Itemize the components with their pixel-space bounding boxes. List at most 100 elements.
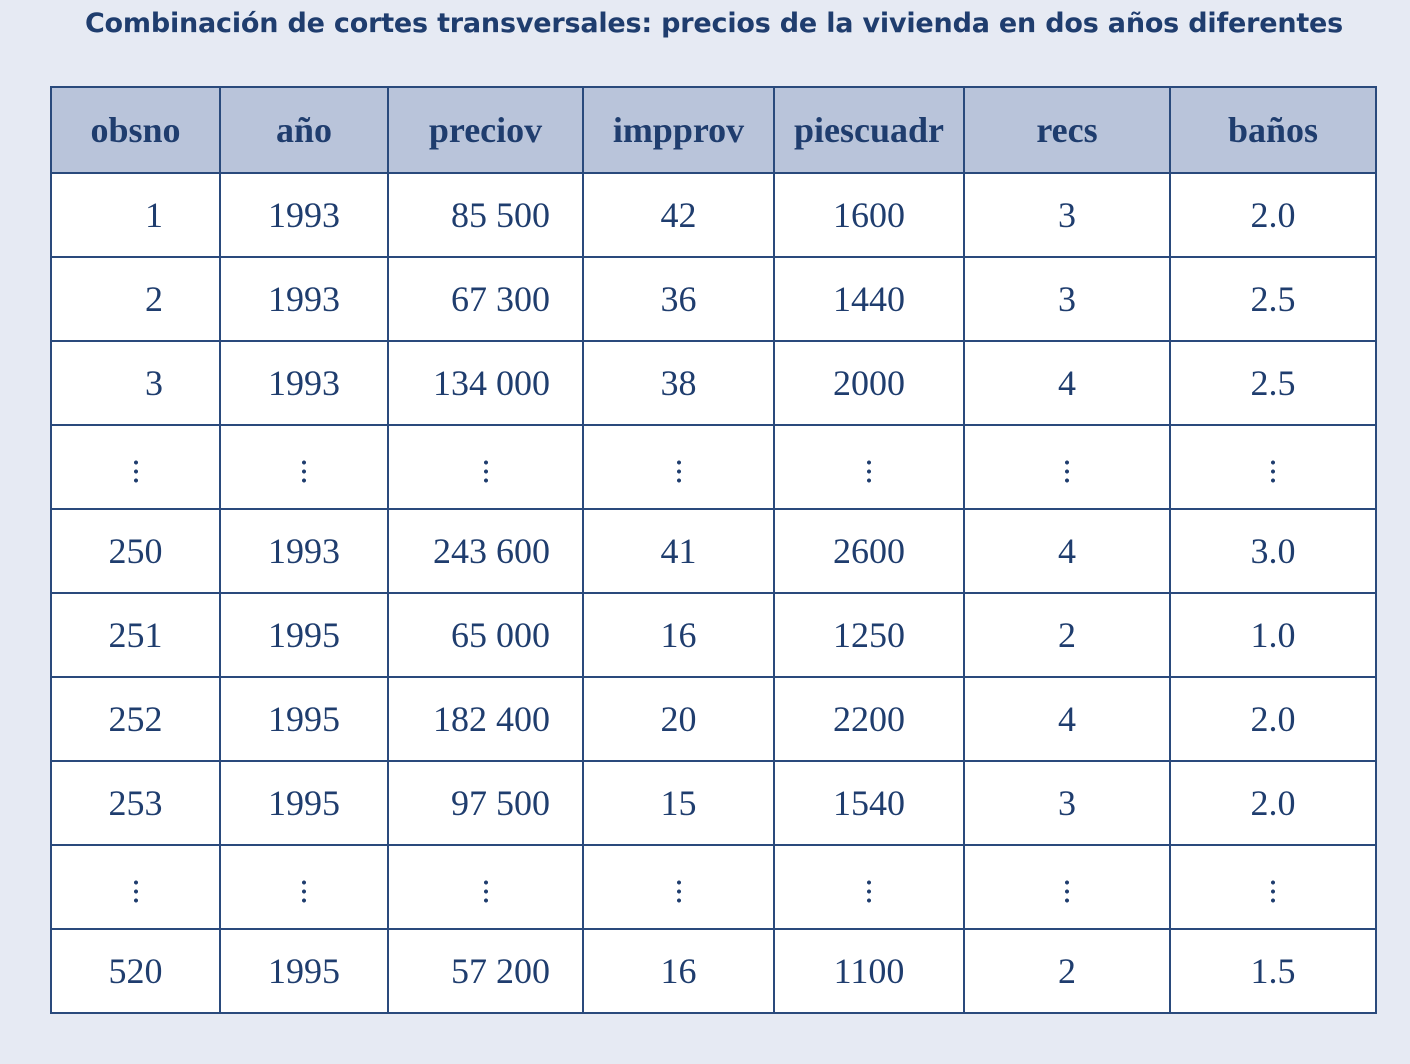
cell-impprov: 15 [582, 760, 775, 846]
table-row: 3 1993 134 000 38 2000 4 2.5 [50, 340, 1377, 426]
column-header-obsno: obsno [50, 86, 221, 174]
table-row: 253 1995 97 500 15 1540 3 2.0 [50, 760, 1377, 846]
cell-impprov: 42 [582, 172, 775, 258]
cell-preciov: 243 600 [387, 508, 584, 594]
cell-ano: 1995 [219, 760, 389, 846]
table-row: 1 1993 85 500 42 1600 3 2.0 [50, 172, 1377, 258]
cell-preciov: 97 500 [387, 760, 584, 846]
cell-ano: 1993 [219, 256, 389, 342]
column-header-banos: baños [1169, 86, 1377, 174]
vertical-ellipsis-icon [867, 877, 871, 904]
table-row: 520 1995 57 200 16 1100 2 1.5 [50, 928, 1377, 1014]
table-row: 250 1993 243 600 41 2600 4 3.0 [50, 508, 1377, 594]
vertical-ellipsis-icon [483, 457, 488, 484]
cell-obsno [50, 844, 221, 930]
cell-impprov: 38 [582, 340, 775, 426]
vertical-ellipsis-icon [676, 877, 681, 904]
cell-impprov: 20 [582, 676, 775, 762]
cell-impprov: 41 [582, 508, 775, 594]
cell-banos: 1.5 [1169, 928, 1377, 1014]
cell-banos [1169, 844, 1377, 930]
cell-piescuadr: 1600 [773, 172, 965, 258]
vertical-ellipsis-icon [676, 457, 681, 484]
cell-banos: 3.0 [1169, 508, 1377, 594]
page-title: Combinación de cortes transversales: pre… [84, 8, 1344, 39]
cell-piescuadr [773, 844, 965, 930]
column-header-piescuadr: piescuadr [773, 86, 965, 174]
cell-preciov [387, 424, 584, 510]
cell-banos: 2.0 [1169, 172, 1377, 258]
cell-obsno: 1 [50, 172, 221, 258]
cell-ano: 1993 [219, 340, 389, 426]
cell-recs: 4 [963, 676, 1171, 762]
cell-impprov: 16 [582, 592, 775, 678]
cell-obsno: 251 [50, 592, 221, 678]
table-row [50, 424, 1377, 510]
cell-piescuadr: 2200 [773, 676, 965, 762]
data-table: obsno año preciov impprov piescuadr recs… [50, 86, 1377, 1014]
table-row: 251 1995 65 000 16 1250 2 1.0 [50, 592, 1377, 678]
cell-preciov: 182 400 [387, 676, 584, 762]
column-header-preciov: preciov [387, 86, 584, 174]
cell-recs: 3 [963, 760, 1171, 846]
cell-banos: 2.0 [1169, 676, 1377, 762]
vertical-ellipsis-icon [1065, 457, 1069, 484]
cell-recs: 4 [963, 340, 1171, 426]
cell-ano: 1995 [219, 592, 389, 678]
vertical-ellipsis-icon [867, 457, 871, 484]
column-header-preciov-label: preciov [428, 110, 543, 150]
cell-preciov: 134 000 [387, 340, 584, 426]
cell-preciov: 57 200 [387, 928, 584, 1014]
vertical-ellipsis-icon [1065, 877, 1069, 904]
cell-preciov: 65 000 [387, 592, 584, 678]
cell-obsno: 2 [50, 256, 221, 342]
cell-banos: 2.0 [1169, 760, 1377, 846]
cell-ano [219, 844, 389, 930]
cell-recs: 3 [963, 172, 1171, 258]
cell-obsno: 3 [50, 340, 221, 426]
cell-ano [219, 424, 389, 510]
vertical-ellipsis-icon [133, 457, 138, 484]
table-row [50, 844, 1377, 930]
table-row: 252 1995 182 400 20 2200 4 2.0 [50, 676, 1377, 762]
vertical-ellipsis-icon [302, 877, 306, 904]
column-header-ano: año [219, 86, 389, 174]
vertical-ellipsis-icon [1271, 457, 1275, 484]
vertical-ellipsis-icon [133, 877, 138, 904]
cell-impprov [582, 844, 775, 930]
cell-obsno: 250 [50, 508, 221, 594]
column-header-impprov: impprov [582, 86, 775, 174]
cell-preciov: 85 500 [387, 172, 584, 258]
cell-banos: 1.0 [1169, 592, 1377, 678]
cell-piescuadr: 1100 [773, 928, 965, 1014]
cell-recs: 4 [963, 508, 1171, 594]
cell-obsno: 520 [50, 928, 221, 1014]
cell-recs: 2 [963, 592, 1171, 678]
cell-ano: 1995 [219, 676, 389, 762]
cell-recs: 3 [963, 256, 1171, 342]
cell-banos [1169, 424, 1377, 510]
vertical-ellipsis-icon [1271, 877, 1275, 904]
cell-preciov: 67 300 [387, 256, 584, 342]
cell-ano: 1993 [219, 508, 389, 594]
cell-piescuadr: 1440 [773, 256, 965, 342]
cell-recs: 2 [963, 928, 1171, 1014]
cell-obsno: 253 [50, 760, 221, 846]
cell-ano: 1995 [219, 928, 389, 1014]
cell-impprov [582, 424, 775, 510]
cell-ano: 1993 [219, 172, 389, 258]
cell-impprov: 36 [582, 256, 775, 342]
cell-piescuadr: 2000 [773, 340, 965, 426]
column-header-recs: recs [963, 86, 1171, 174]
cell-piescuadr: 1250 [773, 592, 965, 678]
table-body: 1 1993 85 500 42 1600 3 2.0 2 1993 67 300 36 1440 3 2… [50, 172, 1377, 1014]
cell-piescuadr: 2600 [773, 508, 965, 594]
vertical-ellipsis-icon [302, 457, 306, 484]
cell-recs [963, 844, 1171, 930]
table-row: 2 1993 67 300 36 1440 3 2.5 [50, 256, 1377, 342]
vertical-ellipsis-icon [483, 877, 488, 904]
cell-obsno [50, 424, 221, 510]
cell-preciov [387, 844, 584, 930]
cell-obsno: 252 [50, 676, 221, 762]
cell-piescuadr: 1540 [773, 760, 965, 846]
